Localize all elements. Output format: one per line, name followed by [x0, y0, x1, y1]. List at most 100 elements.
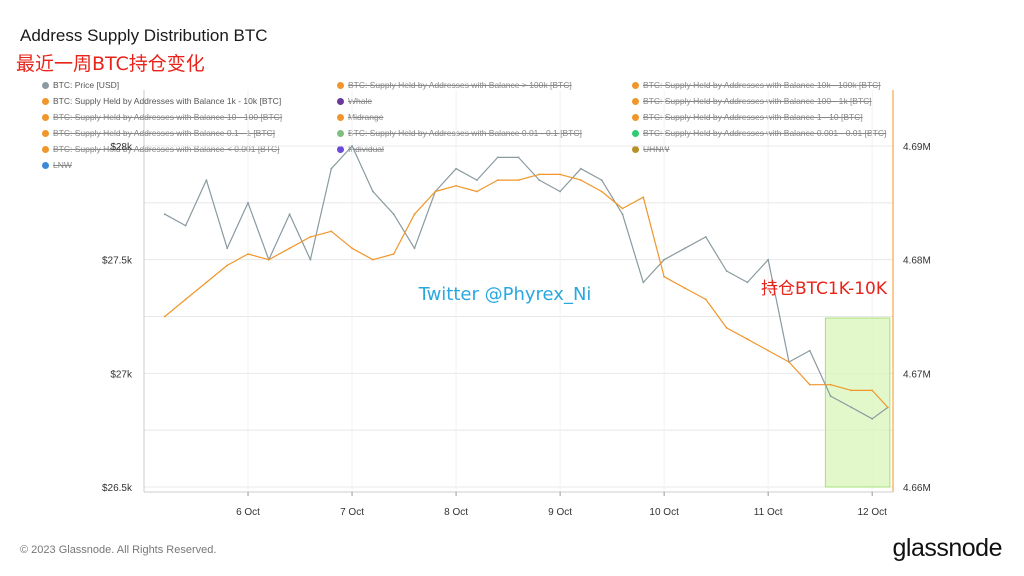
legend-label: Individual	[348, 144, 384, 154]
y-right-tick-label: 4.66M	[903, 483, 931, 494]
watermark-text: Twitter @Phyrex_Ni	[418, 284, 592, 305]
y-left-tick-label: $26.5k	[102, 483, 133, 494]
legend-color-dot	[42, 129, 49, 137]
legend-item[interactable]: Whale	[337, 96, 372, 106]
legend-color-dot	[42, 81, 49, 89]
legend-color-dot	[632, 113, 639, 121]
legend-color-dot	[42, 113, 49, 121]
legend-label: BTC: Supply Held by Addresses with Balan…	[53, 144, 280, 154]
price-point	[725, 270, 728, 272]
supply-point	[580, 179, 582, 182]
legend-label: BTC: Price [USD]	[53, 80, 120, 90]
supply-point	[476, 190, 478, 193]
price-point	[600, 179, 603, 182]
legend-item[interactable]: BTC: Supply Held by Addresses with Balan…	[632, 96, 872, 106]
supply-point	[746, 338, 749, 341]
supply-point	[226, 264, 229, 267]
price-point	[829, 395, 832, 397]
price-point	[392, 213, 395, 216]
price-point	[871, 417, 874, 420]
price-point	[808, 349, 811, 352]
price-point	[684, 247, 686, 250]
price-point	[580, 167, 582, 170]
supply-point	[684, 287, 686, 289]
supply-point	[205, 281, 208, 284]
annotation-label: 持仓BTC1K-10K	[761, 279, 888, 299]
legend-item[interactable]: BTC: Supply Held by Addresses with Balan…	[337, 80, 572, 90]
supply-point	[351, 247, 353, 250]
price-point	[455, 167, 457, 170]
legend-item[interactable]: Midrange	[337, 112, 383, 122]
legend-item[interactable]: BTC: Price [USD]	[42, 80, 119, 90]
price-series-line	[164, 145, 889, 420]
supply-point	[288, 247, 291, 250]
price-point	[372, 190, 374, 193]
supply-point	[163, 315, 166, 318]
price-point	[247, 201, 249, 204]
y-left-tick-label: $28k	[110, 142, 133, 153]
price-point	[351, 145, 353, 147]
legend-label: BTC: Supply Held by Addresses with Balan…	[643, 80, 881, 90]
legend-color-dot	[337, 81, 344, 89]
y-left-tick-label: $27k	[110, 369, 133, 380]
supply-point	[247, 253, 249, 255]
price-point	[205, 179, 208, 182]
legend-label: BTC: Supply Held by Addresses with Balan…	[53, 112, 283, 122]
legend-color-dot	[42, 145, 49, 153]
legend-item[interactable]: LNW	[42, 160, 72, 170]
price-point	[163, 213, 166, 216]
price-point	[496, 156, 499, 159]
supply-1k-10k-series-line	[164, 173, 889, 408]
price-point	[704, 236, 707, 238]
price-point	[642, 281, 645, 284]
supply-point	[434, 190, 437, 193]
x-tick-label: 9 Oct	[548, 507, 572, 518]
legend-label: BTC: Supply Held by Addresses with Balan…	[643, 96, 872, 106]
legend-label: BTC: Supply Held by Addresses with Balan…	[643, 112, 863, 122]
y-left-tick-label: $27.5k	[102, 256, 133, 267]
x-tick-label: 8 Oct	[444, 507, 468, 518]
legend-item[interactable]: BTC: Supply Held by Addresses with Balan…	[632, 112, 863, 122]
legend-item[interactable]: BTC: Supply Held by Addresses with Balan…	[337, 128, 582, 138]
supply-point	[808, 383, 811, 386]
legend-label: BTC: Supply Held by Addresses with Balan…	[643, 128, 887, 138]
legend-item[interactable]: BTC: Supply Held by Addresses with Balan…	[632, 128, 886, 138]
supply-point	[704, 298, 707, 301]
supply-point	[767, 349, 770, 352]
x-tick-label: 12 Oct	[857, 507, 887, 518]
x-tick-label: 11 Oct	[754, 507, 783, 518]
supply-point	[642, 196, 645, 199]
price-point	[476, 179, 478, 182]
legend-item[interactable]: UHNW	[632, 144, 669, 154]
legend-item[interactable]: BTC: Supply Held by Addresses with Balan…	[42, 144, 280, 154]
legend-item[interactable]: BTC: Supply Held by Addresses with Balan…	[42, 112, 282, 122]
legend-color-dot	[632, 129, 639, 137]
legend-item[interactable]: BTC: Supply Held by Addresses with Balan…	[42, 128, 275, 138]
legend-label: BTC: Supply Held by Addresses with Balan…	[348, 80, 572, 90]
legend-item[interactable]: BTC: Supply Held by Addresses with Balan…	[632, 80, 881, 90]
price-point	[517, 156, 520, 159]
price-point	[746, 281, 749, 284]
legend-item[interactable]: BTC: Supply Held by Addresses with Balan…	[42, 96, 281, 106]
legend-label: BTC: Supply Held by Addresses with Balan…	[53, 96, 282, 106]
y-right-tick-label: 4.68M	[903, 256, 931, 267]
supply-point	[663, 275, 665, 278]
x-tick-label: 6 Oct	[236, 507, 260, 518]
legend-color-dot	[42, 97, 49, 105]
x-tick-label: 10 Oct	[649, 507, 679, 518]
supply-point	[517, 179, 520, 182]
supply-point	[413, 213, 416, 216]
supply-point	[184, 298, 187, 301]
supply-point	[621, 207, 624, 210]
supply-point	[725, 327, 728, 329]
supply-point	[871, 389, 874, 392]
glassnode-logo: glassnode	[892, 534, 1003, 562]
legend-item[interactable]: Individual	[337, 144, 384, 154]
price-point	[184, 224, 187, 227]
legend-label: UHNW	[643, 144, 670, 154]
supply-point	[455, 184, 457, 187]
supply-point	[330, 230, 333, 233]
supply-point	[538, 173, 541, 176]
supply-point	[267, 258, 270, 261]
legend-color-dot	[337, 113, 344, 121]
